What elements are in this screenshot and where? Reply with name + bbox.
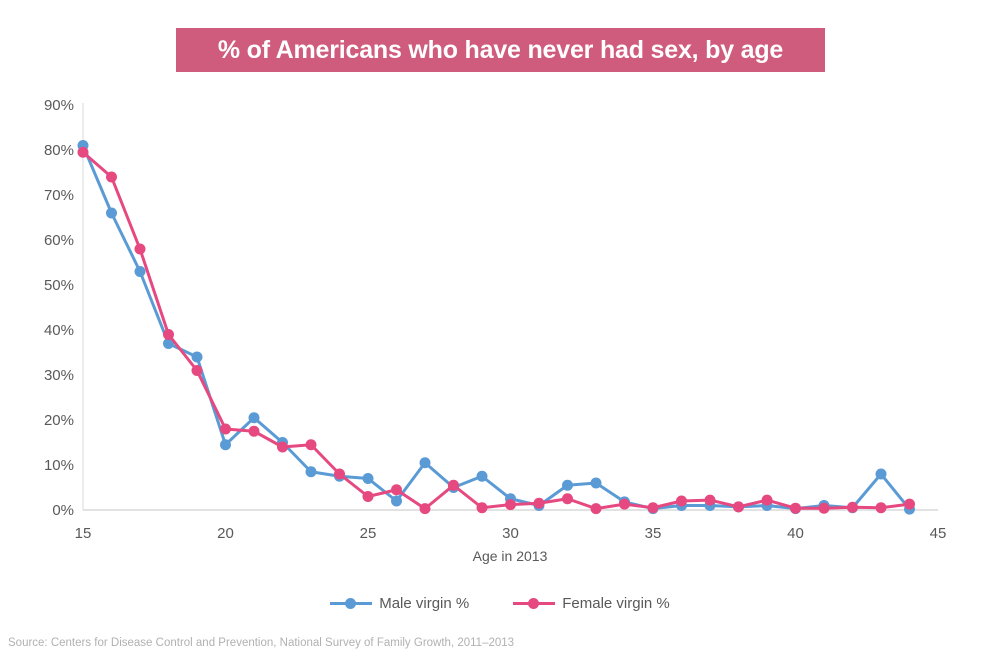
chart-legend: Male virgin % Female virgin % (0, 595, 1000, 612)
x-tick-label: 25 (360, 525, 377, 542)
data-point-female-42 (847, 501, 858, 513)
data-point-male-26 (391, 495, 402, 507)
data-point-male-20 (220, 439, 231, 451)
data-point-female-28 (448, 479, 459, 491)
chart-title-banner: % of Americans who have never had sex, b… (176, 28, 825, 72)
data-point-female-26 (391, 484, 402, 496)
data-point-male-23 (305, 466, 317, 478)
data-point-male-17 (134, 266, 146, 277)
data-point-male-29 (476, 470, 488, 482)
data-point-female-23 (305, 439, 317, 451)
x-tick-label: 20 (217, 525, 234, 542)
legend-marker-icon (513, 598, 556, 609)
data-point-female-38 (733, 501, 744, 513)
x-tick-label: 15 (75, 525, 92, 542)
data-point-female-21 (248, 425, 260, 437)
data-point-female-31 (533, 497, 545, 509)
x-tick-label: 45 (930, 525, 947, 542)
data-point-female-17 (134, 243, 146, 255)
chart-title: % of Americans who have never had sex, b… (217, 35, 784, 64)
legend-label: Female virgin % (562, 595, 670, 612)
x-axis-label: Age in 2013 (472, 548, 548, 564)
data-point-female-15 (77, 146, 89, 158)
data-point-male-18 (163, 338, 174, 349)
y-tick-label: 10% (44, 457, 74, 474)
data-point-female-18 (163, 329, 174, 340)
data-point-female-27 (419, 503, 431, 515)
data-point-male-19 (191, 351, 203, 363)
data-point-female-19 (191, 365, 203, 376)
data-point-female-39 (761, 494, 773, 506)
x-tick-label: 30 (502, 525, 519, 542)
data-point-female-32 (562, 493, 573, 505)
data-point-male-25 (362, 473, 374, 484)
data-point-female-33 (590, 503, 602, 515)
data-point-female-30 (505, 499, 516, 511)
y-tick-label: 20% (44, 412, 74, 429)
legend-marker-icon (330, 598, 373, 609)
data-point-female-40 (790, 502, 801, 514)
data-point-female-34 (619, 498, 630, 510)
data-point-female-35 (647, 502, 659, 514)
data-point-female-20 (220, 423, 231, 435)
series-line-male (81, 144, 911, 511)
data-point-female-25 (362, 491, 374, 502)
data-point-male-21 (248, 412, 260, 424)
data-point-female-44 (904, 498, 915, 510)
legend-label: Male virgin % (379, 595, 470, 612)
y-tick-label: 40% (44, 322, 74, 339)
series-line-female (81, 150, 911, 511)
data-point-male-32 (562, 479, 573, 491)
data-point-male-43 (875, 468, 887, 480)
y-tick-label: 0% (52, 502, 74, 519)
data-point-male-16 (106, 207, 117, 219)
data-point-female-41 (818, 502, 830, 514)
x-tick-label: 35 (645, 525, 662, 542)
source-note: Source: Centers for Disease Control and … (8, 637, 515, 649)
y-tick-label: 80% (44, 142, 74, 159)
x-tick-label: 40 (787, 525, 804, 542)
data-point-male-33 (590, 477, 602, 489)
line-chart-plot: 0% 10% 20% 30% 40% 50% 60% 70% 80% 90% 15 20 25 30 35 4… (44, 97, 947, 542)
data-point-female-43 (875, 502, 887, 514)
y-tick-label: 50% (44, 277, 74, 294)
legend-item-male: Male virgin % (330, 595, 469, 612)
legend-item-female: Female virgin % (513, 595, 670, 612)
data-point-female-36 (676, 495, 687, 507)
data-point-female-37 (704, 494, 716, 506)
y-tick-label: 30% (44, 367, 74, 384)
data-point-male-27 (419, 457, 431, 469)
data-point-female-24 (334, 468, 345, 480)
data-point-female-29 (476, 502, 488, 514)
y-tick-label: 60% (44, 232, 74, 249)
y-tick-label: 90% (44, 97, 74, 114)
y-tick-label: 70% (44, 187, 74, 204)
data-point-female-16 (106, 171, 117, 183)
data-point-female-22 (277, 441, 288, 453)
